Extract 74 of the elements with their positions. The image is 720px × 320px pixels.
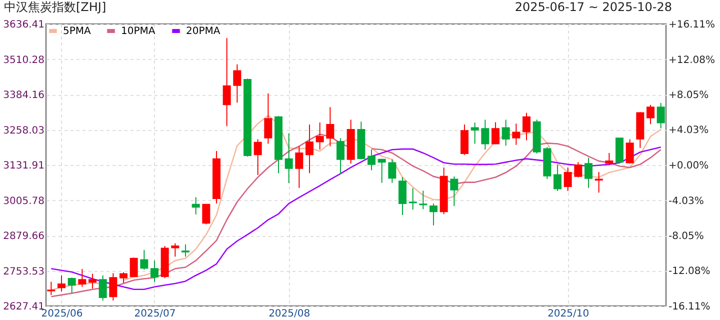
candlestick (316, 122, 324, 150)
candlestick (408, 188, 417, 210)
candlestick (140, 249, 148, 270)
candlestick (574, 162, 582, 178)
y2-tick-label: +16.11% (668, 20, 716, 30)
y2-tick-label: +4.03% (668, 125, 709, 136)
candlestick (68, 277, 76, 294)
y2-tick-label: +8.05% (668, 90, 709, 102)
candlestick (336, 138, 344, 175)
candlestick (430, 203, 438, 226)
y2-tick-label: -16.11% (668, 302, 710, 312)
candlestick (626, 138, 634, 164)
y-tick-label: 3510.28 (3, 54, 44, 66)
candlestick (222, 38, 231, 127)
candlestick (202, 204, 210, 225)
x-tick-label: 2025/10 (548, 308, 590, 320)
candlestick (492, 122, 500, 145)
candlestick (47, 281, 56, 296)
candlestick (182, 244, 190, 258)
candlestick (460, 124, 468, 156)
candlestick (88, 273, 96, 290)
candlestick (594, 171, 603, 194)
candlestick (233, 64, 242, 104)
candlestick (522, 112, 530, 141)
candlestick (564, 166, 572, 192)
candlestick (584, 157, 592, 188)
y2-tick-label: +12.08% (668, 54, 716, 66)
x-tick-label: 2025/08 (268, 308, 310, 320)
candlestick (554, 164, 562, 192)
chart-subtitle: 2025-06-17 ~ 2025-10-28 (514, 0, 672, 16)
candlestick (656, 102, 665, 129)
y-tick-label: 2879.66 (3, 231, 44, 242)
candlestick (264, 92, 272, 144)
candlestick (605, 152, 614, 166)
candlestick (284, 132, 293, 184)
candlestick (419, 190, 428, 210)
candlestick (326, 106, 334, 147)
candlestick (254, 138, 262, 176)
candlestick (388, 158, 396, 184)
x-tick-label: 2025/07 (134, 308, 176, 320)
candlestick (109, 272, 118, 302)
candlestick (295, 146, 304, 188)
y-tick-label: 2753.53 (3, 266, 44, 278)
y-tick-label: 3384.16 (3, 90, 44, 101)
candlestick (450, 176, 458, 207)
candlestick (120, 272, 128, 284)
candlestick (150, 260, 158, 283)
y2-tick-label: +0.00% (668, 160, 709, 172)
candlestick (481, 119, 490, 150)
candlestick (58, 274, 66, 292)
y-tick-label: 3005.78 (3, 196, 44, 207)
candlestick (130, 256, 138, 278)
candlestick (398, 176, 406, 216)
y-tick-label: 3258.03 (3, 125, 44, 136)
legend-label: 20PMA (186, 26, 220, 37)
candlestick (502, 119, 510, 146)
candlestick (470, 122, 479, 144)
candlestick (368, 149, 376, 171)
candlestick (78, 268, 86, 288)
legend-label: 5PMA (63, 26, 92, 37)
candlestick (171, 242, 180, 258)
candlestick (512, 123, 520, 146)
legend-label: 10PMA (121, 26, 156, 37)
y2-tick-label: -12.08% (668, 266, 710, 278)
chart-title: 中汉焦炭指数[ZHJ] (4, 0, 106, 16)
candlestick (98, 274, 107, 302)
y-tick-label: 3131.91 (3, 160, 44, 172)
y2-tick-label: -4.03% (668, 196, 704, 207)
candlestick (192, 196, 200, 215)
y-tick-label: 3636.41 (3, 20, 44, 30)
candlestick (378, 158, 386, 184)
candlestick (646, 104, 654, 125)
y2-tick-label: -8.05% (668, 230, 704, 242)
candlestick (306, 124, 314, 174)
